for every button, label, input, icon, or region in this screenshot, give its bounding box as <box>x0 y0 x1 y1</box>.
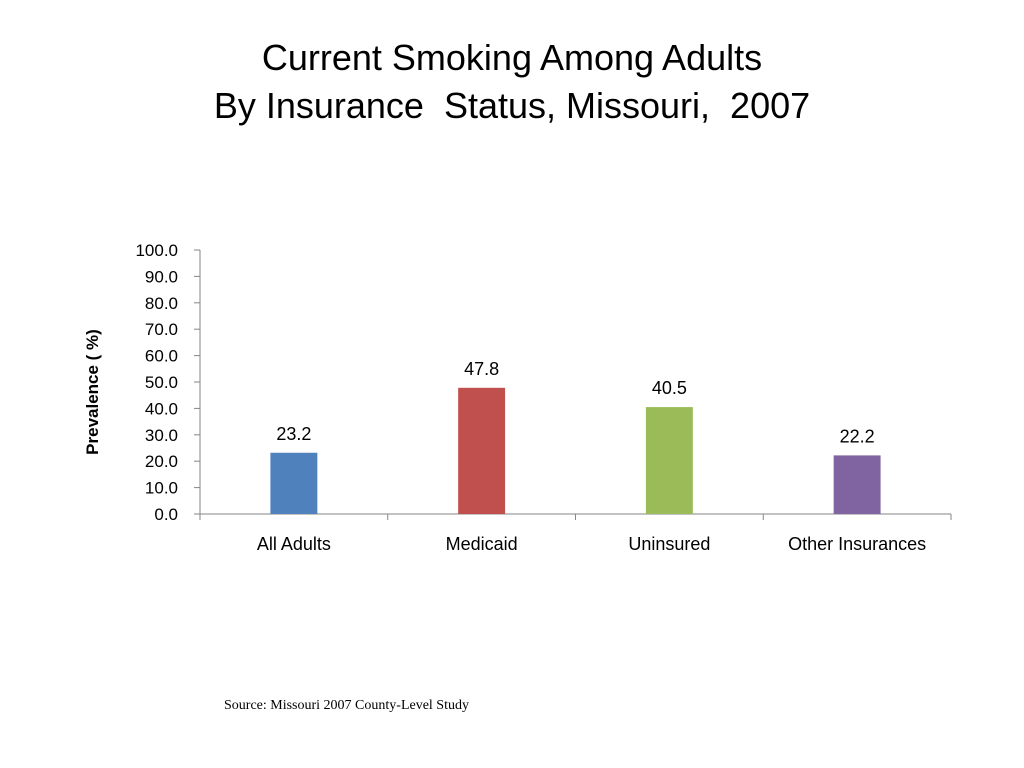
y-tick-label: 50.0 <box>145 373 178 392</box>
x-tick-label: Other Insurances <box>788 534 926 554</box>
y-tick-label: 0.0 <box>154 505 178 524</box>
data-label: 40.5 <box>652 378 687 398</box>
x-tick-label: All Adults <box>257 534 331 554</box>
data-labels: 23.2 47.8 40.5 22.2 <box>276 359 874 447</box>
title-line-2: By Insurance Status, Missouri, 2007 <box>213 85 811 126</box>
source-note: Source: Missouri 2007 County-Level Study <box>224 698 469 713</box>
y-tick-label: 70.0 <box>145 320 178 339</box>
x-axis: All Adults Medicaid Uninsured Other Insuran… <box>199 513 952 554</box>
bar <box>458 387 506 514</box>
y-tick-label: 60.0 <box>145 347 178 366</box>
bars <box>270 387 881 514</box>
data-label: 22.2 <box>840 426 875 446</box>
x-tick-label: Medicaid <box>446 534 518 554</box>
y-axis-label: Prevalence ( %) <box>83 329 102 455</box>
x-tick-label: Uninsured <box>628 534 710 554</box>
y-tick-label: 90.0 <box>145 267 178 286</box>
slide-title: Current Smoking Among Adults By Insuranc… <box>0 34 1024 130</box>
y-tick-label: 10.0 <box>145 479 178 498</box>
bar <box>833 455 881 514</box>
y-tick-label: 30.0 <box>145 426 178 445</box>
y-tick-label: 40.0 <box>145 399 178 418</box>
data-label: 47.8 <box>464 359 499 379</box>
title-line-1: Current Smoking Among Adults <box>261 37 763 78</box>
y-tick-label: 80.0 <box>145 294 178 313</box>
bar <box>645 407 693 514</box>
y-tick-label: 20.0 <box>145 452 178 471</box>
data-label: 23.2 <box>276 424 311 444</box>
y-axis: 0.0 10.0 20.0 30.0 40.0 50.0 60.0 70.0 80.0 90.0 1… <box>135 241 201 524</box>
bar <box>270 452 318 514</box>
y-tick-label: 100.0 <box>135 241 178 260</box>
